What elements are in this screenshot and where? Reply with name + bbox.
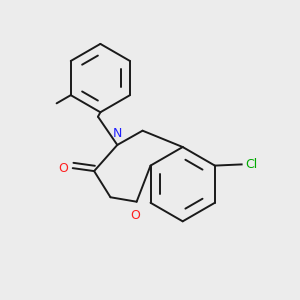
Text: N: N bbox=[112, 127, 122, 140]
Text: O: O bbox=[130, 208, 140, 222]
Text: O: O bbox=[58, 162, 68, 175]
Text: Cl: Cl bbox=[245, 158, 257, 171]
